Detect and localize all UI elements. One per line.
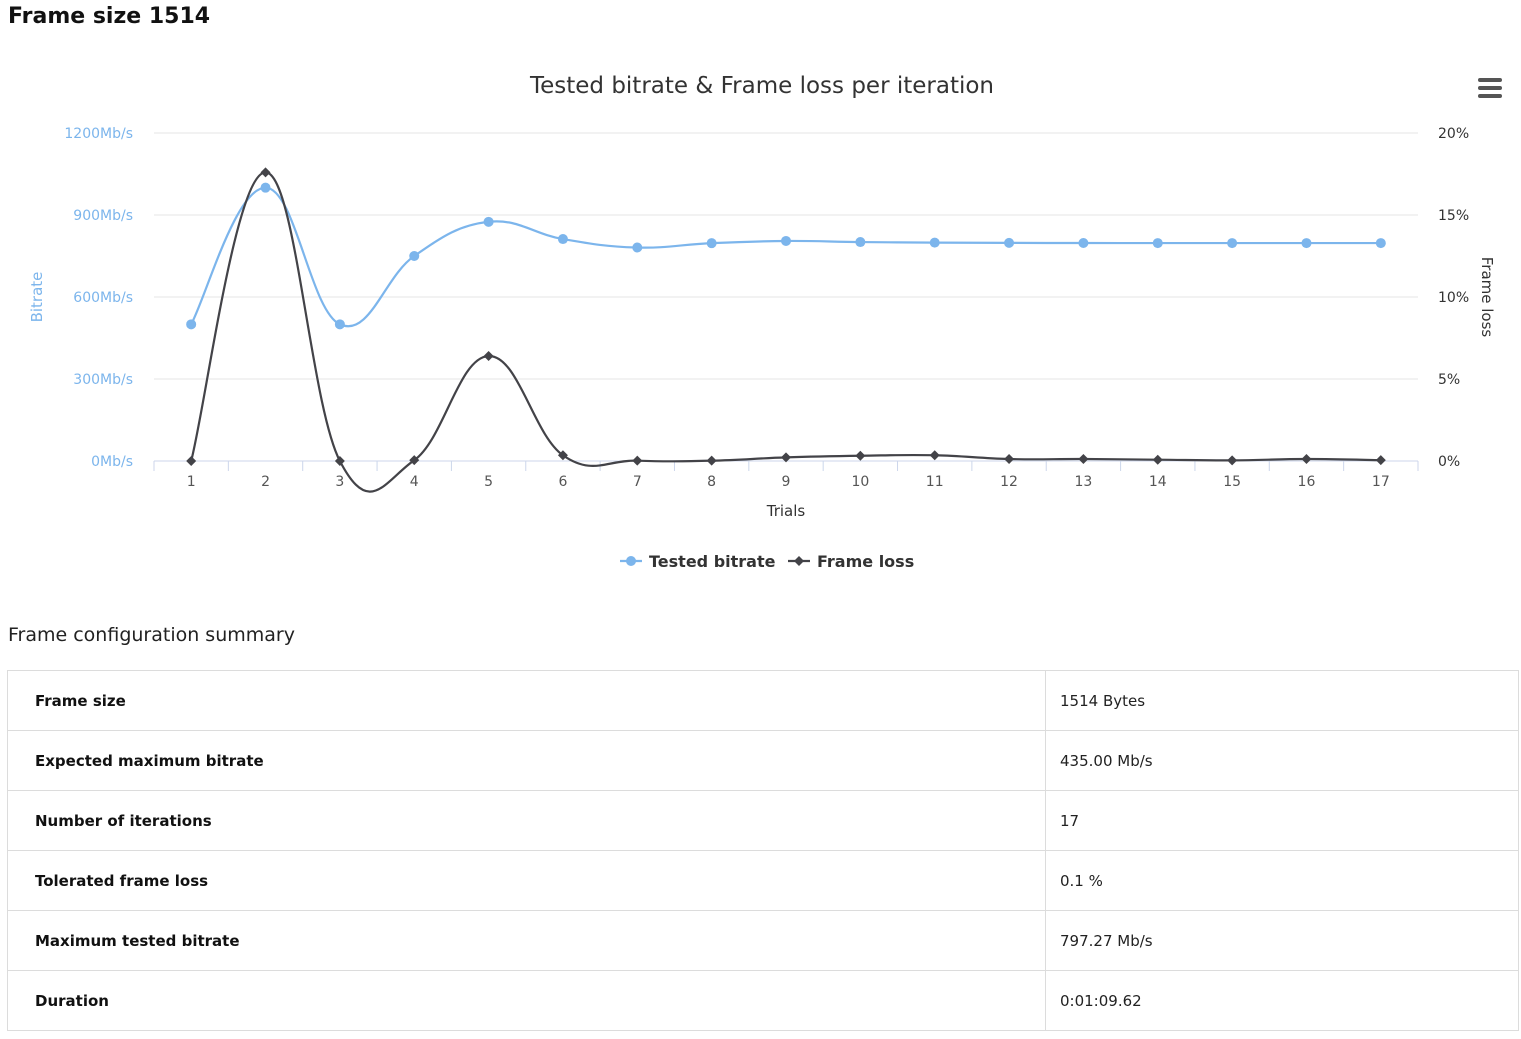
data-point bbox=[1078, 454, 1089, 465]
data-point bbox=[334, 456, 345, 466]
legend-marker bbox=[626, 556, 636, 566]
data-point bbox=[409, 251, 420, 261]
summary-value: 435.00 Mb/s bbox=[1045, 730, 1519, 791]
right-axis-title: Frame loss bbox=[1478, 257, 1496, 338]
summary-key: Tolerated frame loss bbox=[7, 850, 1046, 911]
data-point bbox=[706, 455, 717, 466]
x-axis-tick-label: 15 bbox=[1223, 474, 1241, 490]
legend-label: Tested bitrate bbox=[649, 552, 776, 571]
data-point bbox=[1152, 238, 1163, 249]
data-point bbox=[1152, 454, 1163, 465]
data-point bbox=[1004, 237, 1015, 248]
summary-key: Maximum tested bitrate bbox=[7, 910, 1046, 971]
data-point bbox=[781, 235, 791, 246]
right-axis-tick-label: 20% bbox=[1438, 126, 1469, 142]
summary-key: Duration bbox=[7, 970, 1046, 1031]
summary-key: Expected maximum bitrate bbox=[7, 730, 1046, 791]
data-point bbox=[557, 450, 568, 461]
summary-section-title: Frame configuration summary bbox=[8, 624, 295, 646]
data-point bbox=[632, 455, 643, 466]
left-axis-title: Bitrate bbox=[28, 272, 46, 323]
data-point bbox=[855, 450, 866, 461]
x-axis-tick-label: 17 bbox=[1372, 474, 1390, 490]
data-point bbox=[483, 351, 494, 362]
series-line-tested-bitrate bbox=[190, 186, 1381, 328]
data-point bbox=[483, 216, 494, 227]
data-point bbox=[855, 237, 866, 248]
table-row: Duration 0:01:09.62 bbox=[7, 970, 1519, 1031]
data-point bbox=[929, 450, 940, 461]
x-axis-tick-label: 5 bbox=[484, 474, 493, 490]
table-row: Maximum tested bitrate 797.27 Mb/s bbox=[7, 910, 1519, 971]
data-point bbox=[260, 182, 271, 193]
data-point bbox=[1301, 238, 1312, 249]
x-axis-tick-label: 11 bbox=[926, 474, 944, 490]
data-point bbox=[334, 319, 345, 330]
x-axis-tick-label: 4 bbox=[410, 474, 419, 490]
x-axis-tick-label: 12 bbox=[1000, 474, 1018, 490]
data-point bbox=[557, 234, 568, 245]
x-axis-title: Trials bbox=[766, 502, 806, 520]
x-axis-tick-label: 1 bbox=[187, 474, 196, 490]
x-axis-tick-label: 10 bbox=[851, 474, 869, 490]
x-axis-tick-label: 13 bbox=[1074, 474, 1092, 490]
summary-value: 1514 Bytes bbox=[1045, 670, 1519, 731]
summary-key: Frame size bbox=[7, 670, 1046, 731]
chart-menu-icon[interactable] bbox=[1476, 78, 1504, 102]
right-axis-tick-label: 5% bbox=[1438, 372, 1460, 388]
legend-label: Frame loss bbox=[817, 552, 914, 571]
data-point bbox=[1227, 455, 1238, 466]
left-axis-tick-label: 900Mb/s bbox=[73, 208, 133, 224]
x-axis-tick-label: 16 bbox=[1298, 474, 1316, 490]
summary-table: Frame size 1514 Bytes Expected maximum bit… bbox=[7, 670, 1519, 1031]
x-axis-tick-label: 2 bbox=[261, 474, 270, 490]
data-point bbox=[1375, 455, 1386, 466]
x-axis-tick-label: 6 bbox=[558, 474, 567, 490]
data-point bbox=[1375, 238, 1386, 249]
table-row: Tolerated frame loss 0.1 % bbox=[7, 850, 1519, 911]
data-point bbox=[1004, 454, 1015, 465]
summary-value: 0:01:09.62 bbox=[1045, 970, 1519, 1031]
data-point bbox=[1227, 238, 1238, 249]
right-axis-tick-label: 10% bbox=[1438, 290, 1469, 306]
x-axis-tick-label: 8 bbox=[707, 474, 716, 490]
summary-key: Number of iterations bbox=[7, 790, 1046, 851]
data-point bbox=[186, 456, 197, 466]
series-line-frame-loss bbox=[190, 171, 1381, 493]
data-point bbox=[1078, 238, 1089, 249]
data-point bbox=[1301, 454, 1312, 465]
summary-value: 0.1 % bbox=[1045, 850, 1519, 911]
summary-value: 17 bbox=[1045, 790, 1519, 851]
x-axis-tick-label: 7 bbox=[633, 474, 642, 490]
left-axis-tick-label: 600Mb/s bbox=[73, 290, 133, 306]
data-point bbox=[186, 319, 197, 330]
left-axis-tick-label: 1200Mb/s bbox=[64, 126, 133, 142]
table-row: Number of iterations 17 bbox=[7, 790, 1519, 851]
right-axis-tick-label: 0% bbox=[1438, 454, 1460, 470]
data-point bbox=[260, 167, 271, 178]
chart-title: Tested bitrate & Frame loss per iteratio… bbox=[529, 73, 994, 99]
x-axis-tick-label: 14 bbox=[1149, 474, 1167, 490]
x-axis-tick-label: 3 bbox=[335, 474, 344, 490]
summary-value: 797.27 Mb/s bbox=[1045, 910, 1519, 971]
left-axis-tick-label: 0Mb/s bbox=[91, 454, 133, 470]
data-point bbox=[632, 242, 643, 253]
bitrate-frameloss-chart: Tested bitrate & Frame loss per iteratio… bbox=[0, 50, 1521, 590]
chart-svg: Tested bitrate & Frame loss per iteratio… bbox=[28, 73, 1496, 571]
right-axis-tick-label: 15% bbox=[1438, 208, 1469, 224]
left-axis-tick-label: 300Mb/s bbox=[73, 372, 133, 388]
data-point bbox=[781, 452, 791, 463]
table-row: Expected maximum bitrate 435.00 Mb/s bbox=[7, 730, 1519, 791]
data-point bbox=[409, 455, 420, 466]
table-row: Frame size 1514 Bytes bbox=[7, 670, 1519, 731]
data-point bbox=[706, 238, 717, 249]
page-title: Frame size 1514 bbox=[8, 4, 211, 29]
legend-marker bbox=[794, 556, 804, 566]
data-point bbox=[929, 237, 940, 248]
x-axis-tick-label: 9 bbox=[782, 474, 791, 490]
